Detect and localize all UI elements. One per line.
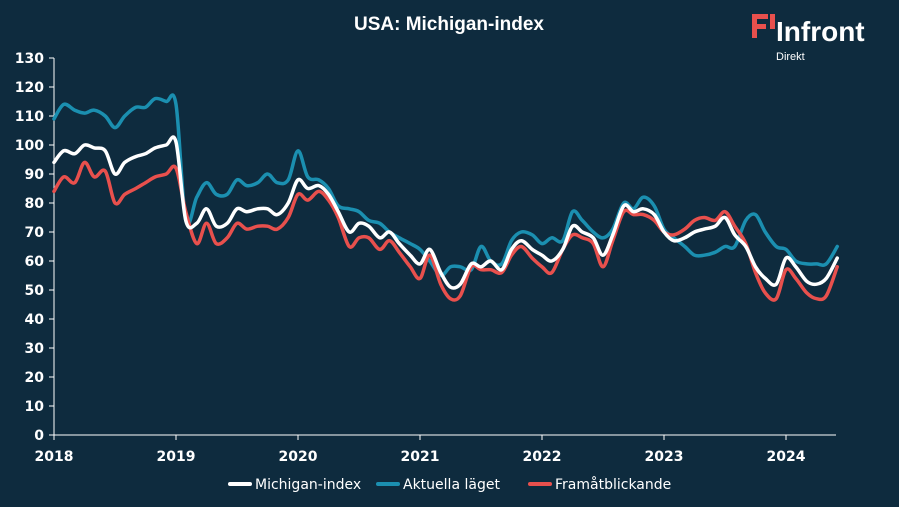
y-tick-label: 20 xyxy=(25,370,45,386)
legend-label: Michigan-index xyxy=(255,477,361,493)
x-tick-label: 2019 xyxy=(157,449,196,465)
x-tick-label: 2018 xyxy=(35,449,74,465)
y-tick-label: 10 xyxy=(25,399,45,415)
series-line-aktuella-l-get xyxy=(52,93,839,278)
y-tick-label: 70 xyxy=(25,225,45,241)
x-tick-label: 2023 xyxy=(645,449,684,465)
y-tick-label: 50 xyxy=(25,283,45,299)
y-tick-label: 110 xyxy=(15,109,44,125)
series-line-michigan-index xyxy=(52,135,839,290)
y-tick-label: 80 xyxy=(25,196,45,212)
y-tick-label: 90 xyxy=(25,167,45,183)
x-tick-label: 2020 xyxy=(279,449,318,465)
infront-logo-icon xyxy=(752,14,775,38)
chart-title: USA: Michigan-index xyxy=(354,14,544,35)
y-tick-label: 40 xyxy=(25,312,45,328)
brand-sub: Direkt xyxy=(776,51,805,63)
y-tick-label: 100 xyxy=(15,138,44,154)
x-tick-label: 2021 xyxy=(401,449,440,465)
y-tick-label: 120 xyxy=(15,80,44,96)
legend: Michigan-index Aktuella läget Framåtblicka… xyxy=(228,476,671,493)
series-layer xyxy=(52,93,839,302)
legend-label: Framåtblickande xyxy=(555,476,671,493)
y-tick-label: 0 xyxy=(34,428,44,444)
legend-label: Aktuella läget xyxy=(403,477,500,493)
brand-logo: Infront Direkt xyxy=(752,14,865,63)
brand-name: Infront xyxy=(776,16,865,47)
y-axis: 0 10 20 30 40 50 60 70 80 90 100 110 120 130 xyxy=(15,51,55,444)
y-tick-label: 130 xyxy=(15,51,44,67)
y-tick-label: 60 xyxy=(25,254,45,270)
y-tick-label: 30 xyxy=(25,341,45,357)
x-tick-label: 2024 xyxy=(767,449,806,465)
x-axis: 2018 2019 2020 2021 2022 2023 2024 xyxy=(35,434,836,465)
x-tick-label: 2022 xyxy=(523,449,562,465)
